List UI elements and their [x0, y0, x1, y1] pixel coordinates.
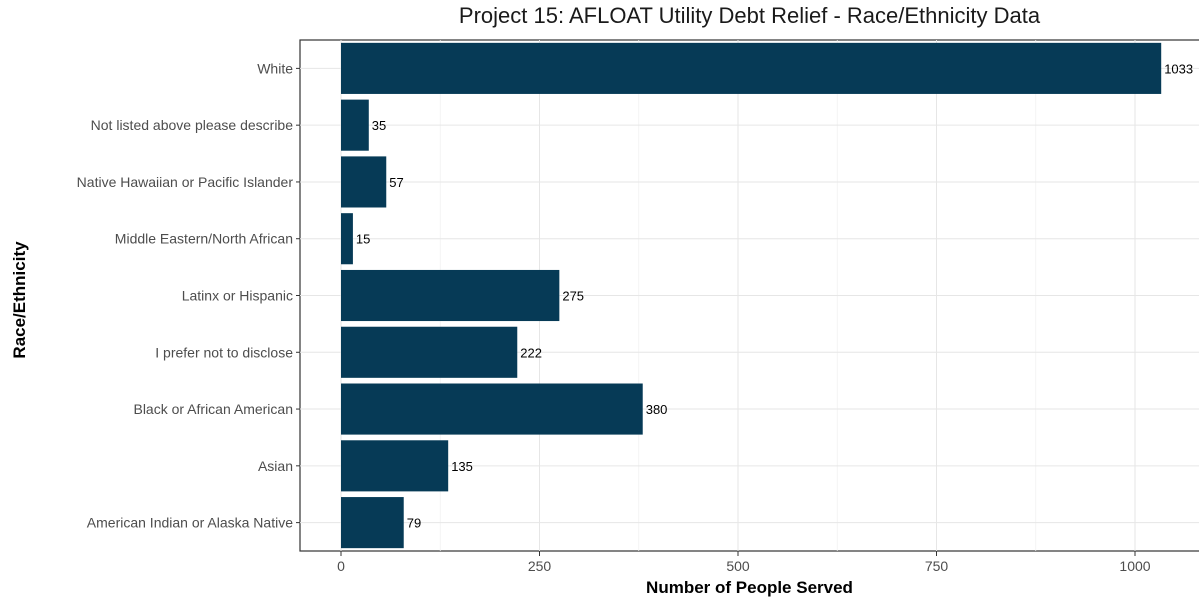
- x-axis-label: Number of People Served: [646, 578, 853, 597]
- data-label: 1033: [1164, 61, 1193, 76]
- y-tick-label: Asian: [258, 458, 293, 474]
- data-label: 380: [646, 402, 668, 417]
- x-tick-label: 250: [528, 558, 552, 574]
- bar: [341, 326, 518, 378]
- y-tick-label: American Indian or Alaska Native: [87, 515, 293, 531]
- y-tick-label: Black or African American: [133, 401, 293, 417]
- data-label: 35: [372, 118, 386, 133]
- bar: [341, 497, 404, 549]
- data-label: 15: [356, 232, 370, 247]
- y-tick-label: Native Hawaiian or Pacific Islander: [77, 174, 294, 190]
- bar: [341, 99, 369, 151]
- bar: [341, 269, 560, 322]
- data-label: 222: [520, 345, 542, 360]
- data-label: 57: [389, 175, 403, 190]
- x-tick-label: 750: [925, 558, 949, 574]
- data-label: 79: [407, 516, 421, 531]
- y-tick-label: Not listed above please describe: [91, 117, 294, 133]
- bar: [341, 156, 387, 208]
- bar: [341, 213, 353, 265]
- x-tick-label: 500: [726, 558, 750, 574]
- y-tick-label: Middle Eastern/North African: [115, 231, 293, 247]
- y-tick-label: I prefer not to disclose: [155, 344, 293, 360]
- y-tick-label: White: [257, 60, 293, 76]
- data-label: 275: [562, 289, 584, 304]
- chart-title: Project 15: AFLOAT Utility Debt Relief -…: [458, 3, 1041, 28]
- y-tick-label: Latinx or Hispanic: [182, 288, 293, 304]
- data-label: 135: [451, 459, 473, 474]
- bar: [341, 440, 449, 492]
- bar: [341, 42, 1162, 94]
- x-tick-label: 1000: [1119, 558, 1150, 574]
- x-tick-label: 0: [337, 558, 345, 574]
- bar: [341, 383, 643, 435]
